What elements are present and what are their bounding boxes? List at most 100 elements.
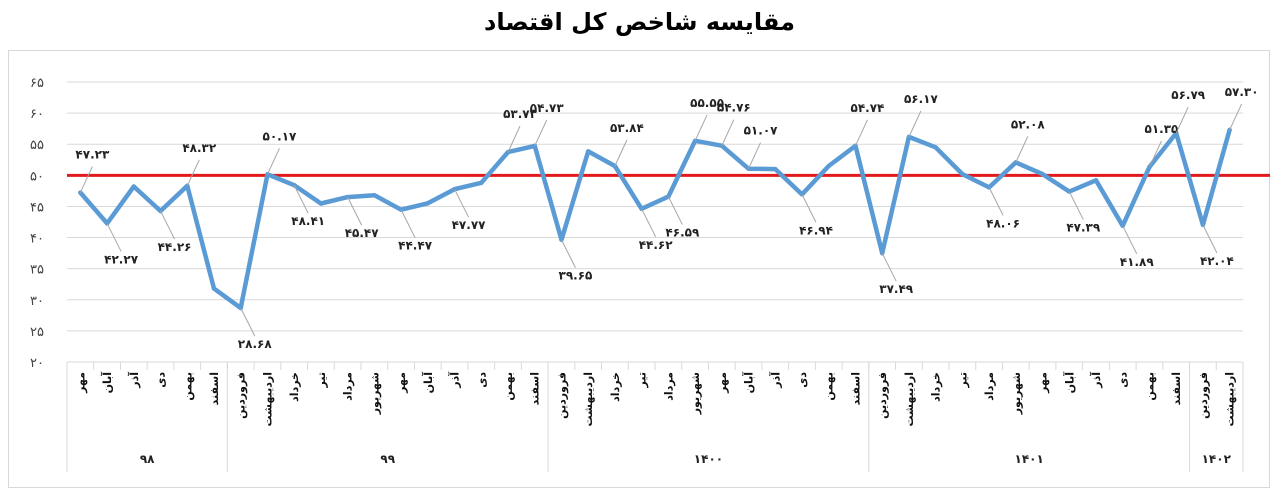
data-label: ۴۸.۴۱ [291,214,325,228]
data-label: ۴۲.۰۴ [1200,254,1234,268]
y-tick-label: ۳۰ [30,294,44,309]
data-point [933,145,938,150]
data-label: ۴۲.۲۷ [104,252,139,266]
x-tick-label: آذر [448,372,462,389]
data-label: ۵۴.۷۴ [851,101,885,115]
x-tick-label: شهریور [689,372,702,415]
year-label: ۹۸ [140,452,155,466]
year-label: ۱۴۰۱ [1015,452,1044,466]
x-tick-label: بهمن [502,372,515,401]
chart-title: مقایسه شاخص کل اقتصاد [484,8,795,36]
data-label: ۴۶.۹۴ [799,223,833,237]
data-label-leader [614,139,628,167]
y-tick-label: ۶۵ [30,76,44,91]
data-label: ۴۸.۰۶ [986,216,1020,230]
data-label-leader [240,307,256,337]
x-tick-label: آبان [1062,372,1076,394]
series-line [78,127,1232,311]
data-label-leader [400,209,416,238]
x-tick-label: اردیبهشت [582,372,595,426]
x-tick-label: خرداد [288,372,301,402]
data-label: ۵۱.۰۷ [744,124,779,138]
data-label: ۵۲.۰۸ [1011,117,1046,131]
data-label-leader [186,159,200,186]
data-point [479,180,484,185]
x-tick-label: آبان [100,372,114,394]
x-tick-label: فروردین [555,372,568,419]
data-point [211,286,217,291]
data-label: ۵۵.۵۵ [690,96,724,110]
data-point [238,305,243,311]
data-label-leader [1122,225,1138,255]
data-point [1093,178,1099,183]
data-label: ۴۶.۵۹ [665,226,700,240]
data-label-leader [1068,191,1084,220]
data-label-leader [1202,224,1218,254]
x-tick-label: آذر [127,372,141,389]
y-tick-label: ۲۰ [30,356,44,371]
data-label: ۵۷.۳۰ [1225,85,1259,99]
data-label-leader [988,187,1004,216]
data-label-leader [748,142,761,169]
data-label: ۳۷.۴۹ [879,282,914,296]
data-point [398,207,404,212]
year-label: ۱۴۰۰ [694,452,723,466]
x-tick-label: دی [155,372,168,388]
data-label-leader [641,208,657,238]
data-point [585,149,591,154]
data-point [960,171,965,177]
x-tick-label: فروردین [1197,372,1210,419]
x-tick-label: شهریور [368,372,381,415]
data-label: ۵۰.۱۷ [263,129,298,143]
data-point [1040,171,1045,177]
x-tick-label: فروردین [235,372,248,419]
x-tick-label: اسفند [849,372,862,405]
x-tick-label: دی [1117,372,1130,388]
data-label: ۴۸.۳۲ [182,141,217,155]
x-tick-label: مرداد [662,372,675,401]
x-tick-label: بهمن [181,372,194,401]
x-tick-label: مهر [395,372,408,394]
x-tick-label: آذر [1089,372,1103,389]
x-tick-label: مهر [1037,372,1050,394]
data-label-leader [347,196,363,226]
x-tick-label: مهر [74,372,87,394]
data-label-leader [293,185,309,214]
data-label: ۵۶.۱۷ [904,92,939,106]
y-tick-label: ۴۰ [30,232,44,247]
x-tick-label: تیر [636,372,649,388]
data-label: ۵۳.۸۴ [610,121,644,135]
data-label: ۴۵.۴۷ [345,226,380,240]
data-label: ۴۱.۸۹ [1120,255,1155,269]
data-label: ۴۴.۴۷ [398,239,433,253]
data-label: ۵۳.۷۳ [503,107,538,121]
data-label: ۵۶.۷۹ [1171,88,1206,102]
x-tick-label: آبان [421,372,435,394]
data-label-leader [667,196,683,225]
y-tick-label: ۶۰ [30,107,44,122]
data-label-leader [454,188,469,218]
data-label-leader [721,119,735,146]
data-label-leader [1015,136,1029,163]
y-tick-label: ۵۵ [30,138,44,153]
data-point [773,166,778,172]
y-tick-label: ۲۵ [30,325,44,340]
x-tick-label: اسفند [529,372,542,405]
x-tick-label: اسفند [208,372,221,405]
data-label-leader [1229,103,1243,131]
data-label-leader [561,239,576,268]
data-label: ۴۷.۷۷ [452,218,487,232]
y-tick-label: ۵۰ [30,169,44,184]
data-point [425,201,431,206]
plot-frame [8,50,1270,488]
data-label-leader [908,110,922,138]
x-tick-label: آبان [742,372,756,394]
data-label-leader [160,210,175,240]
x-tick-label: فروردین [876,372,889,419]
data-point [318,201,324,206]
x-tick-label: بهمن [1143,372,1156,401]
data-label: ۴۷.۳۹ [1066,221,1101,235]
data-label-leader [106,223,122,252]
data-label-leader [267,148,280,175]
